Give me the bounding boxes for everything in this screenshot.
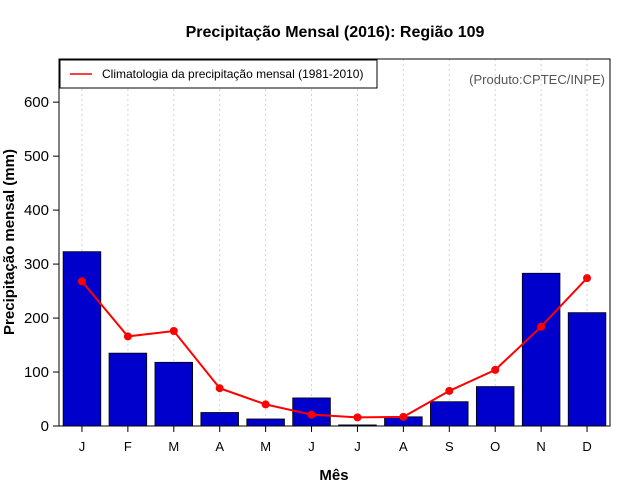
climatology-point-2 xyxy=(169,327,178,336)
climatology-point-11 xyxy=(583,274,592,283)
climatology-point-0 xyxy=(77,277,86,286)
climatology-point-7 xyxy=(399,412,408,421)
climatology-point-3 xyxy=(215,384,224,393)
y-tick-label: 300 xyxy=(24,256,49,273)
climatology-polyline xyxy=(81,277,588,419)
x-tick-label: J xyxy=(354,439,361,454)
y-tick-label: 0 xyxy=(41,418,49,435)
x-tick-label: N xyxy=(536,439,545,454)
y-axis: 0 100 200 300 400 500 600 xyxy=(24,94,59,435)
chart-title: Precipitação Mensal (2016): Região 109 xyxy=(186,24,485,41)
credit-text: (Produto:CPTEC/INPE) xyxy=(469,72,605,87)
x-tick-label: M xyxy=(168,439,179,454)
bar-4 xyxy=(246,418,285,427)
bar-1 xyxy=(108,352,148,427)
y-tick-label: 600 xyxy=(24,94,49,111)
climatology-point-6 xyxy=(353,413,362,422)
y-tick-label: 200 xyxy=(24,310,49,327)
x-tick-label: J xyxy=(79,439,86,454)
legend-entry-climatology: Climatologia da precipitação mensal (198… xyxy=(102,67,363,81)
plot-area-frame xyxy=(58,58,611,427)
x-tick-label: D xyxy=(582,439,591,454)
climatology-point-9 xyxy=(491,365,500,374)
legend: Climatologia da precipitação mensal (198… xyxy=(59,59,378,89)
bar-10 xyxy=(521,272,561,427)
x-axis-label: Mês xyxy=(319,467,348,484)
bar-3 xyxy=(200,412,239,427)
x-tick-label: M xyxy=(260,439,271,454)
legend-box xyxy=(59,59,378,89)
climatology-point-4 xyxy=(261,400,270,409)
y-axis-label: Precipitação mensal (mm) xyxy=(1,149,18,335)
bars xyxy=(62,251,607,427)
x-tick-label: F xyxy=(124,439,132,454)
bar-11 xyxy=(567,312,607,427)
climatology-point-5 xyxy=(307,410,316,419)
climatology-point-8 xyxy=(445,386,454,395)
x-tick-label: A xyxy=(399,439,408,454)
climatology-point-10 xyxy=(537,322,546,331)
bar-9 xyxy=(475,386,515,427)
x-tick-label: J xyxy=(308,439,315,454)
x-tick-label: A xyxy=(215,439,224,454)
bar-8 xyxy=(430,401,469,427)
climatology-line xyxy=(77,274,592,422)
x-tick-label: O xyxy=(490,439,500,454)
y-tick-label: 500 xyxy=(24,148,49,165)
x-tick-label: S xyxy=(445,439,454,454)
bar-2 xyxy=(154,361,194,427)
y-tick-label: 100 xyxy=(24,364,49,381)
climatology-point-1 xyxy=(123,332,132,341)
y-tick-label: 400 xyxy=(24,202,49,219)
